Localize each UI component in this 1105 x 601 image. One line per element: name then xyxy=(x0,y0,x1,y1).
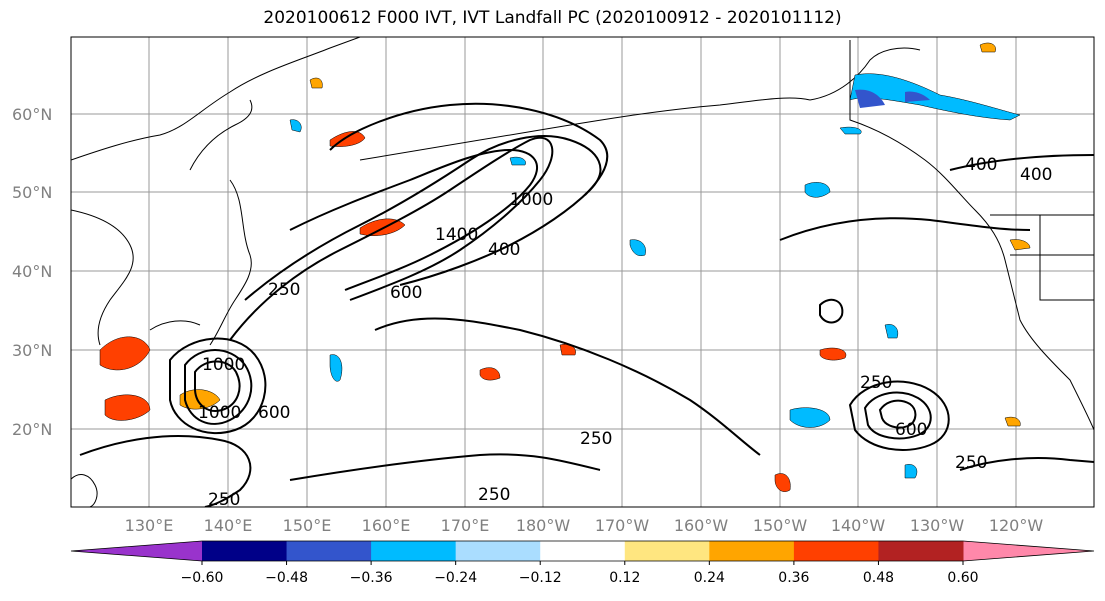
lon-label: 120°W xyxy=(989,516,1044,535)
contour-label: 400 xyxy=(488,240,520,260)
colorbar-tick-label: 0.48 xyxy=(863,570,894,586)
lon-label: 160°E xyxy=(362,516,411,535)
colorbar-tick-label: 0.24 xyxy=(694,570,725,586)
map-title: 2020100612 F000 IVT, IVT Landfall PC (20… xyxy=(263,8,842,28)
contour-label: 250 xyxy=(268,280,300,300)
colorbar-tick-label: 0.36 xyxy=(778,570,809,586)
colorbar-segment xyxy=(709,541,795,561)
colorbar-extend-high xyxy=(963,541,1094,561)
latitude-labels: 60°N 50°N 40°N 30°N 20°N xyxy=(12,105,52,439)
colorbar: −0.60 −0.48 −0.36 −0.24 −0.12 0.12 0.24 0.36 0.4… xyxy=(70,540,1095,586)
lon-label: 160°W xyxy=(674,516,729,535)
colorbar-extend-low xyxy=(71,541,202,561)
contour-label: 1000 xyxy=(198,403,241,423)
lon-label: 130°E xyxy=(125,516,174,535)
colorbar-segment xyxy=(202,541,288,561)
lat-label: 50°N xyxy=(12,183,52,202)
colorbar-tick-label: −0.60 xyxy=(181,570,224,586)
contour-label: 250 xyxy=(860,373,892,393)
lon-label: 130°W xyxy=(910,516,965,535)
contour-label: 1000 xyxy=(510,190,553,210)
colorbar-segment xyxy=(793,541,879,561)
contour-label: 400 xyxy=(965,155,997,175)
contour-label: 250 xyxy=(955,453,987,473)
lon-label: 170°W xyxy=(595,516,650,535)
colorbar-tick-label: −0.24 xyxy=(434,570,477,586)
lat-label: 20°N xyxy=(12,420,52,439)
map-frame xyxy=(70,36,1095,508)
contour-label: 600 xyxy=(390,283,422,303)
lon-label: 180°W xyxy=(516,516,571,535)
colorbar-segment xyxy=(624,541,710,561)
lat-label: 30°N xyxy=(12,341,52,360)
colorbar-segment xyxy=(540,541,626,561)
colorbar-segment xyxy=(371,541,457,561)
lat-label: 40°N xyxy=(12,262,52,281)
contour-label: 1400 xyxy=(435,225,478,245)
colorbar-segment xyxy=(286,541,372,561)
contour-label: 250 xyxy=(580,429,612,449)
colorbar-tick-label: −0.12 xyxy=(519,570,562,586)
lon-label: 150°W xyxy=(753,516,808,535)
ivt-contours xyxy=(79,102,1094,507)
colorbar-tick-label: 0.60 xyxy=(947,570,978,586)
contour-label: 600 xyxy=(895,420,927,440)
lon-label: 150°E xyxy=(283,516,332,535)
lat-label: 60°N xyxy=(12,105,52,124)
contour-label: 400 xyxy=(1020,165,1052,185)
lon-label: 140°E xyxy=(204,516,253,535)
lon-label: 170°E xyxy=(441,516,490,535)
colorbar-tick-label: 0.12 xyxy=(609,570,640,586)
ivt-anomaly-shading xyxy=(99,42,1031,492)
contour-label: 1000 xyxy=(202,355,245,375)
coastlines xyxy=(71,37,1094,507)
longitude-labels: 130°E 140°E 150°E 160°E 170°E 180°W 170°… xyxy=(125,516,1044,535)
colorbar-tick-label: −0.48 xyxy=(265,570,308,586)
colorbar-segment xyxy=(455,541,541,561)
contour-label: 600 xyxy=(258,403,290,423)
contour-label: 250 xyxy=(208,490,240,510)
colorbar-tick-label: −0.36 xyxy=(350,570,393,586)
contour-label: 250 xyxy=(478,485,510,505)
contour-labels: 250 400 600 1000 1400 250 400 600 1000 2… xyxy=(198,155,1052,510)
lon-label: 140°W xyxy=(831,516,886,535)
colorbar-segment xyxy=(878,541,964,561)
